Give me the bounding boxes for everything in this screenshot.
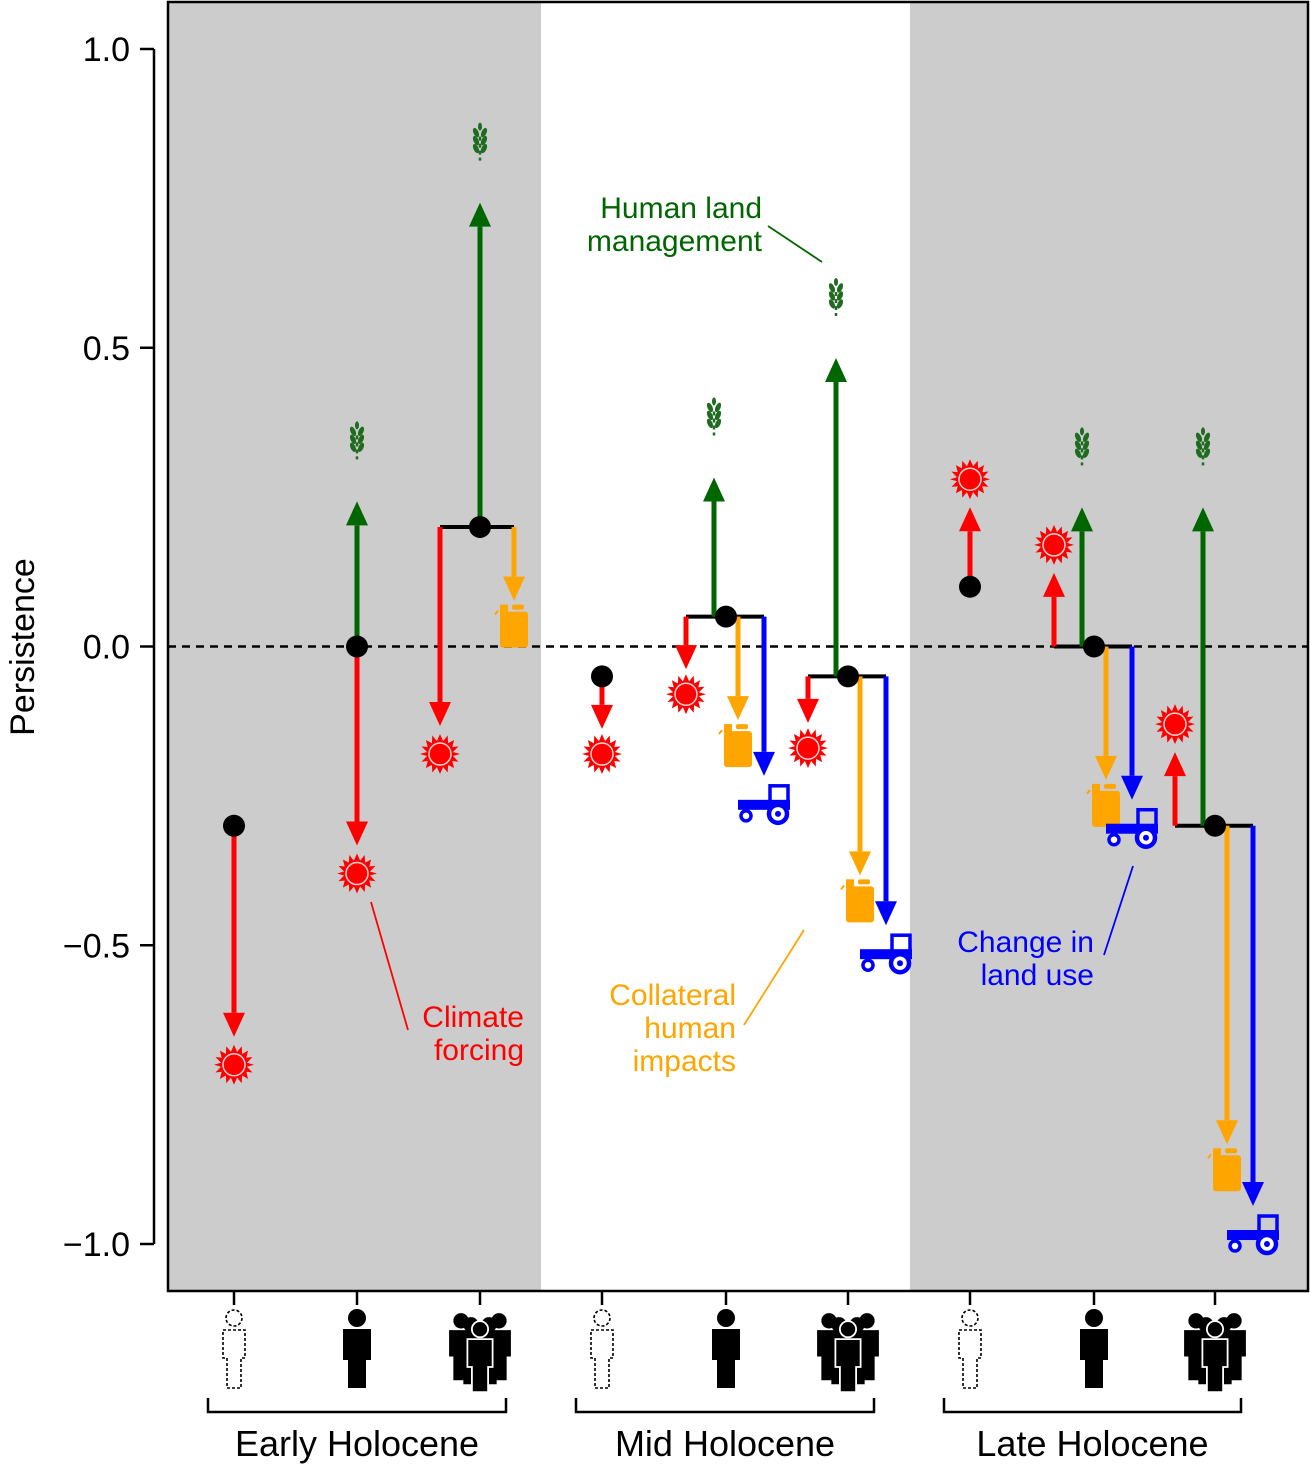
collateral-arrow: [1216, 825, 1238, 1145]
baseline-point: [469, 516, 491, 538]
population-low-icon: [712, 1309, 740, 1388]
y-axis: 1.0 0.5 0.0 −0.5 −1.0: [63, 31, 156, 1264]
climate-arrow: [346, 646, 368, 846]
group-9: [1154, 426, 1279, 1253]
group-5: [665, 396, 790, 822]
leader-line: [1103, 865, 1134, 956]
group-3: [419, 121, 529, 775]
population-high-icon: [1184, 1313, 1246, 1392]
y-axis-title: Persistence: [4, 558, 42, 736]
population-high-icon: [817, 1313, 879, 1392]
sun-icon: [1033, 524, 1075, 566]
land_use-arrow: [875, 676, 897, 926]
land_use-arrow: [1121, 646, 1143, 800]
period-bracket: [206, 1398, 508, 1414]
land_management-arrow: [703, 477, 725, 617]
collateral-arrow: [503, 527, 525, 601]
sun-icon: [1154, 703, 1196, 745]
x-axis: Early Holocene Mid Holocene Late Holocene: [206, 1291, 1246, 1464]
annotations: Human land management Climate forcing Collat…: [370, 192, 1134, 1078]
group-4: [581, 665, 623, 775]
land-management-annotation: Human land management: [587, 192, 763, 258]
period-bracket: [942, 1398, 1243, 1414]
sun-icon: [336, 852, 378, 895]
baseline-point: [959, 575, 981, 598]
plot-frame: [166, 0, 1310, 1293]
period-bracket: [574, 1398, 876, 1414]
sun-icon: [419, 733, 461, 775]
y-tick-label: 0.5: [83, 330, 130, 368]
data-groups: [213, 121, 1279, 1253]
sun-icon: [213, 1044, 255, 1086]
y-tick-label: −1.0: [63, 1226, 130, 1264]
climate-arrow: [429, 527, 451, 727]
collateral-arrow: [849, 676, 871, 876]
baseline-point: [1204, 814, 1226, 837]
y-tick-label: 1.0: [83, 31, 130, 69]
sun-icon: [665, 673, 707, 716]
collateral-impacts-annotation: Collateral human impacts: [609, 979, 736, 1078]
land_management-arrow: [825, 357, 847, 677]
climate-arrow: [1164, 752, 1186, 826]
baseline-point: [837, 665, 859, 688]
y-tick-label: 0.0: [83, 629, 130, 667]
climate-arrow: [797, 676, 819, 723]
baseline-point: [715, 605, 737, 628]
baseline-point: [223, 814, 245, 837]
group-7: [949, 458, 991, 598]
baseline-point: [1083, 635, 1105, 658]
population-none-icon: [958, 1309, 982, 1389]
sun-icon: [787, 727, 829, 769]
period-label: Early Holocene: [235, 1423, 479, 1464]
group-6: [787, 276, 912, 972]
group-8: [1033, 426, 1158, 846]
baseline-point: [591, 665, 613, 688]
land_use-arrow: [753, 616, 775, 776]
land_management-arrow: [346, 501, 368, 647]
population-high-icon: [449, 1313, 511, 1392]
group-2: [336, 420, 378, 895]
land_management-arrow: [1192, 507, 1214, 826]
climate-arrow: [675, 616, 697, 670]
climate-arrow: [1043, 572, 1065, 647]
period-label: Mid Holocene: [615, 1423, 835, 1464]
collateral-arrow: [1095, 646, 1117, 780]
population-none-icon: [222, 1309, 246, 1389]
population-low-icon: [1080, 1309, 1108, 1388]
land-use-annotation: Change in land use: [957, 926, 1094, 992]
sun-icon: [949, 458, 991, 500]
group-1: [213, 814, 255, 1086]
leader-line: [743, 929, 805, 1026]
climate-forcing-annotation: Climate forcing: [422, 1001, 524, 1067]
land_management-arrow: [469, 202, 491, 527]
leader-line: [370, 901, 409, 1031]
population-none-icon: [590, 1309, 614, 1389]
population-low-icon: [343, 1309, 371, 1388]
climate-arrow: [223, 825, 245, 1037]
leader-line: [767, 225, 823, 263]
y-tick-label: −0.5: [63, 927, 130, 965]
collateral-arrow: [727, 616, 749, 721]
land_use-arrow: [1242, 825, 1264, 1207]
period-label: Late Holocene: [976, 1423, 1208, 1464]
land_management-arrow: [1071, 507, 1093, 647]
baseline-point: [346, 635, 368, 658]
sun-icon: [581, 733, 623, 775]
